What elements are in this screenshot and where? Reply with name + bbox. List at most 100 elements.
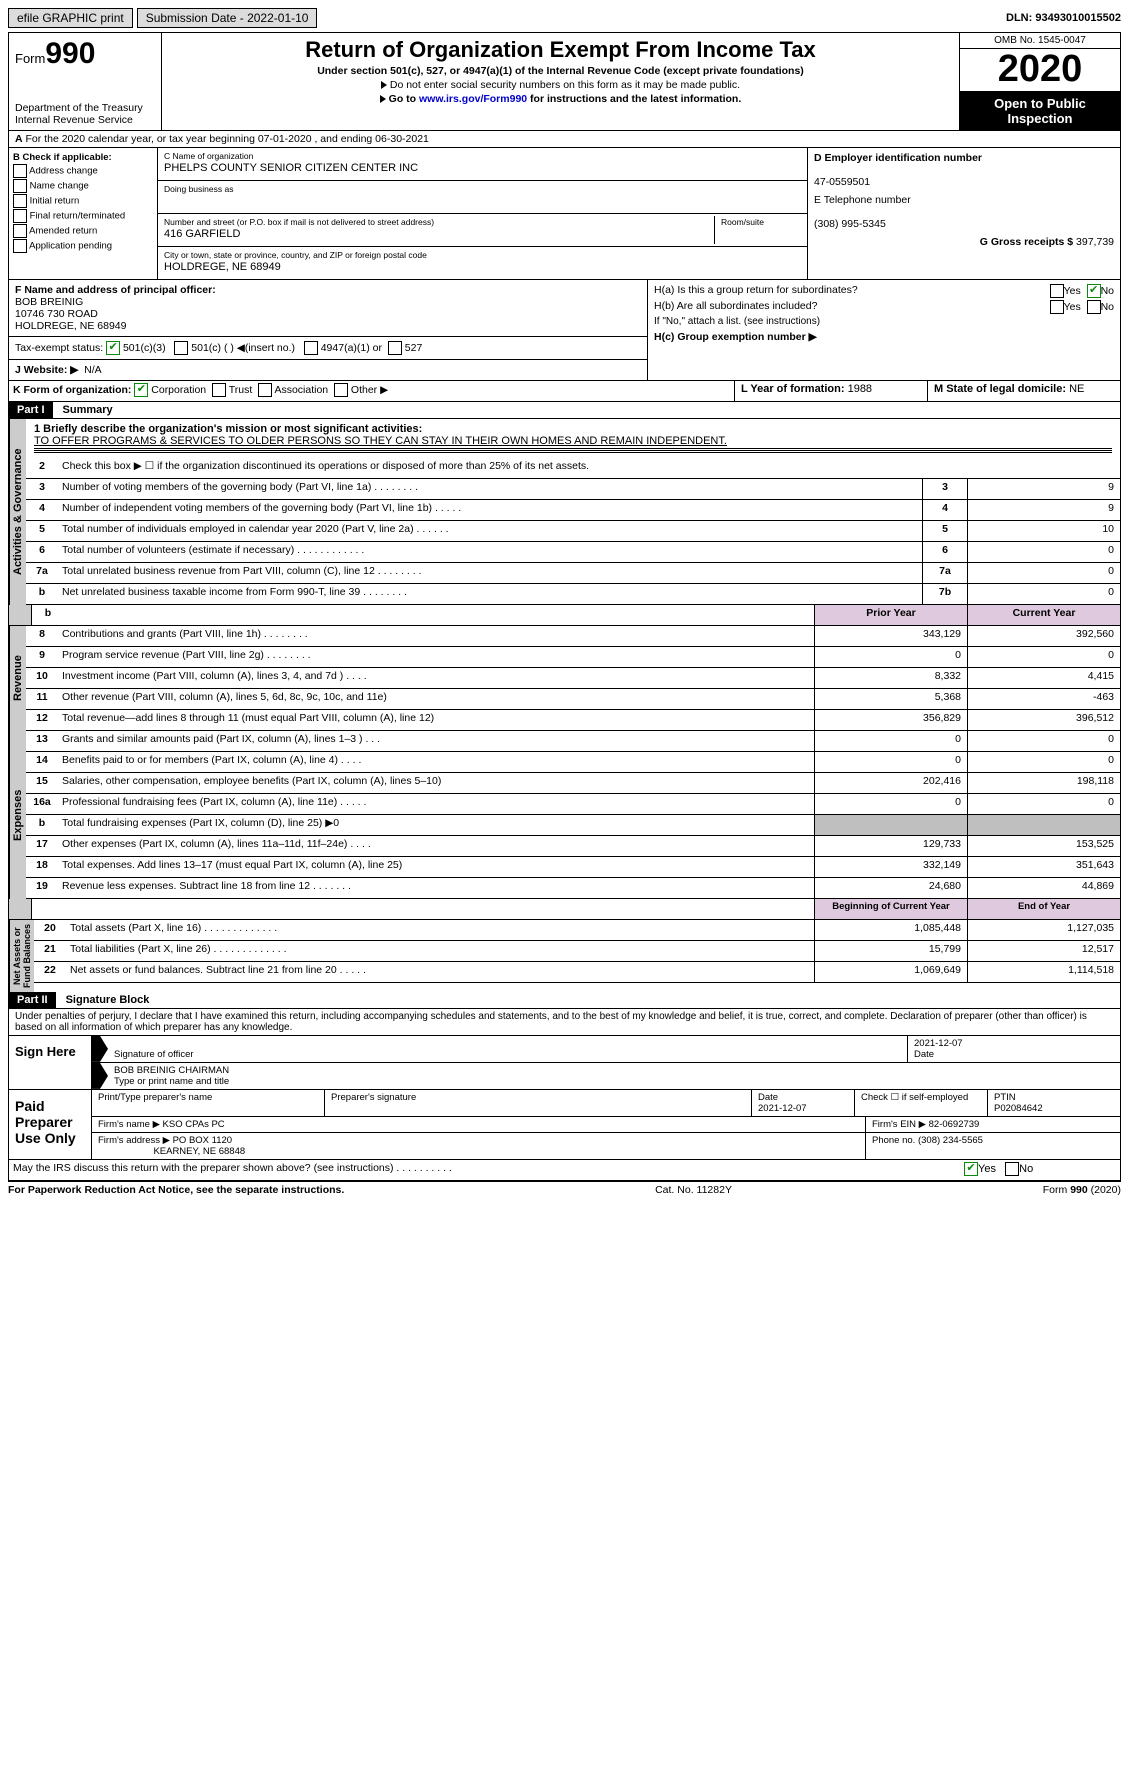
officer-signed-name: BOB BREINIG CHAIRMAN bbox=[114, 1065, 229, 1076]
org-street: 416 GARFIELD bbox=[164, 228, 240, 240]
firm-phone: (308) 234-5565 bbox=[918, 1135, 983, 1146]
line-19-desc: Revenue less expenses. Subtract line 18 … bbox=[58, 878, 814, 898]
signature-date: 2021-12-07 bbox=[914, 1038, 963, 1049]
dept-treasury: Department of the Treasury Internal Reve… bbox=[15, 102, 155, 126]
line-21-prior: 15,799 bbox=[814, 941, 967, 961]
line-19-current: 44,869 bbox=[967, 878, 1120, 898]
line-10-desc: Investment income (Part VIII, column (A)… bbox=[58, 668, 814, 688]
subtitle-3: Go to www.irs.gov/Form990 for instructio… bbox=[168, 93, 953, 105]
line-b-current bbox=[967, 815, 1120, 835]
tax-year: 2020 bbox=[960, 49, 1120, 92]
line-22-prior: 1,069,649 bbox=[814, 962, 967, 982]
line-20-desc: Total assets (Part X, line 16) . . . . .… bbox=[66, 920, 814, 940]
line-16a-prior: 0 bbox=[814, 794, 967, 814]
line-8-current: 392,560 bbox=[967, 626, 1120, 646]
paid-preparer-label: Paid Preparer Use Only bbox=[9, 1090, 92, 1159]
side-activities-governance: Activities & Governance bbox=[9, 419, 26, 605]
prior-year-header: Prior Year bbox=[814, 605, 967, 625]
line-b-desc: Total fundraising expenses (Part IX, col… bbox=[58, 815, 814, 835]
line-16a-current: 0 bbox=[967, 794, 1120, 814]
efile-topbar: efile GRAPHIC print Submission Date - 20… bbox=[8, 8, 1121, 28]
subtitle-2: Do not enter social security numbers on … bbox=[168, 79, 953, 91]
line-12-current: 396,512 bbox=[967, 710, 1120, 730]
line-4-value: 9 bbox=[967, 500, 1120, 520]
line-14-desc: Benefits paid to or for members (Part IX… bbox=[58, 752, 814, 772]
org-name: PHELPS COUNTY SENIOR CITIZEN CENTER INC bbox=[164, 162, 418, 174]
form-container: Form990 Department of the Treasury Inter… bbox=[8, 32, 1121, 1182]
line-7a-desc: Total unrelated business revenue from Pa… bbox=[58, 563, 922, 583]
website-row: J Website: ▶ N/A bbox=[9, 360, 647, 380]
part-ii-header: Part II bbox=[9, 992, 56, 1008]
dln-label: DLN: 93493010015502 bbox=[321, 12, 1121, 24]
line-b-prior bbox=[814, 815, 967, 835]
section-b: B Check if applicable: Address change Na… bbox=[9, 148, 158, 279]
line-15-prior: 202,416 bbox=[814, 773, 967, 793]
line-9-current: 0 bbox=[967, 647, 1120, 667]
line-11-prior: 5,368 bbox=[814, 689, 967, 709]
line-14-current: 0 bbox=[967, 752, 1120, 772]
line-21-current: 12,517 bbox=[967, 941, 1120, 961]
form-title: Return of Organization Exempt From Incom… bbox=[168, 37, 953, 63]
line-21-desc: Total liabilities (Part X, line 26) . . … bbox=[66, 941, 814, 961]
line-20-prior: 1,085,448 bbox=[814, 920, 967, 940]
line-2: Check this box ▶ ☐ if the organization d… bbox=[58, 458, 1120, 478]
submission-date-btn[interactable]: Submission Date - 2022-01-10 bbox=[137, 8, 318, 28]
current-year-header: Current Year bbox=[967, 605, 1120, 625]
line-7a-value: 0 bbox=[967, 563, 1120, 583]
line-14-prior: 0 bbox=[814, 752, 967, 772]
line-9-desc: Program service revenue (Part VIII, line… bbox=[58, 647, 814, 667]
line-10-current: 4,415 bbox=[967, 668, 1120, 688]
period-row: A For the 2020 calendar year, or tax yea… bbox=[9, 131, 1120, 148]
section-k: K Form of organization: ✔ Corporation Tr… bbox=[9, 381, 735, 401]
section-d-e-g: D Employer identification number47-05595… bbox=[807, 148, 1120, 279]
line-1: 1 Briefly describe the organization's mi… bbox=[34, 423, 1112, 447]
tax-exempt-status: Tax-exempt status: ✔ 501(c)(3) 501(c) ( … bbox=[9, 337, 647, 360]
discuss-preparer-row: May the IRS discuss this return with the… bbox=[9, 1160, 958, 1180]
efile-graphic-btn[interactable]: efile GRAPHIC print bbox=[8, 8, 133, 28]
section-l: L Year of formation: 1988 bbox=[735, 381, 928, 401]
line-13-desc: Grants and similar amounts paid (Part IX… bbox=[58, 731, 814, 751]
line-16a-desc: Professional fundraising fees (Part IX, … bbox=[58, 794, 814, 814]
line-3-desc: Number of voting members of the governin… bbox=[58, 479, 922, 499]
org-city: HOLDREGE, NE 68949 bbox=[164, 261, 281, 273]
line-20-current: 1,127,035 bbox=[967, 920, 1120, 940]
open-public-badge: Open to Public Inspection bbox=[960, 92, 1120, 130]
line-18-current: 351,643 bbox=[967, 857, 1120, 877]
line-6-value: 0 bbox=[967, 542, 1120, 562]
line-8-desc: Contributions and grants (Part VIII, lin… bbox=[58, 626, 814, 646]
line-5-desc: Total number of individuals employed in … bbox=[58, 521, 922, 541]
line-17-desc: Other expenses (Part IX, column (A), lin… bbox=[58, 836, 814, 856]
line-13-prior: 0 bbox=[814, 731, 967, 751]
line-18-desc: Total expenses. Add lines 13–17 (must eq… bbox=[58, 857, 814, 877]
line-11-current: -463 bbox=[967, 689, 1120, 709]
firm-name: KSO CPAs PC bbox=[163, 1119, 225, 1130]
telephone-value: (308) 995-5345 bbox=[814, 218, 886, 230]
line-4-desc: Number of independent voting members of … bbox=[58, 500, 922, 520]
side-revenue: Revenue bbox=[9, 626, 26, 731]
page-footer: For Paperwork Reduction Act Notice, see … bbox=[8, 1182, 1121, 1198]
ein-value: 47-0559501 bbox=[814, 176, 870, 188]
line-22-desc: Net assets or fund balances. Subtract li… bbox=[66, 962, 814, 982]
line-11-desc: Other revenue (Part VIII, column (A), li… bbox=[58, 689, 814, 709]
officer-name: BOB BREINIG bbox=[15, 296, 83, 308]
line-9-prior: 0 bbox=[814, 647, 967, 667]
section-h: H(a) Is this a group return for subordin… bbox=[648, 280, 1120, 380]
line-19-prior: 24,680 bbox=[814, 878, 967, 898]
line-22-current: 1,114,518 bbox=[967, 962, 1120, 982]
line-5-value: 10 bbox=[967, 521, 1120, 541]
omb-number: OMB No. 1545-0047 bbox=[960, 33, 1120, 49]
line-17-prior: 129,733 bbox=[814, 836, 967, 856]
line-17-current: 153,525 bbox=[967, 836, 1120, 856]
line-10-prior: 8,332 bbox=[814, 668, 967, 688]
gross-receipts: 397,739 bbox=[1073, 236, 1114, 248]
section-c: C Name of organizationPHELPS COUNTY SENI… bbox=[158, 148, 807, 279]
perjury-declaration: Under penalties of perjury, I declare th… bbox=[9, 1009, 1120, 1036]
line-13-current: 0 bbox=[967, 731, 1120, 751]
line-15-current: 198,118 bbox=[967, 773, 1120, 793]
irs-link[interactable]: www.irs.gov/Form990 bbox=[419, 93, 527, 105]
line-b-desc: Net unrelated business taxable income fr… bbox=[58, 584, 922, 604]
form-number: Form990 bbox=[15, 37, 155, 71]
part-i-header: Part I bbox=[9, 402, 53, 418]
line-b-value: 0 bbox=[967, 584, 1120, 604]
sign-here-label: Sign Here bbox=[9, 1036, 92, 1089]
